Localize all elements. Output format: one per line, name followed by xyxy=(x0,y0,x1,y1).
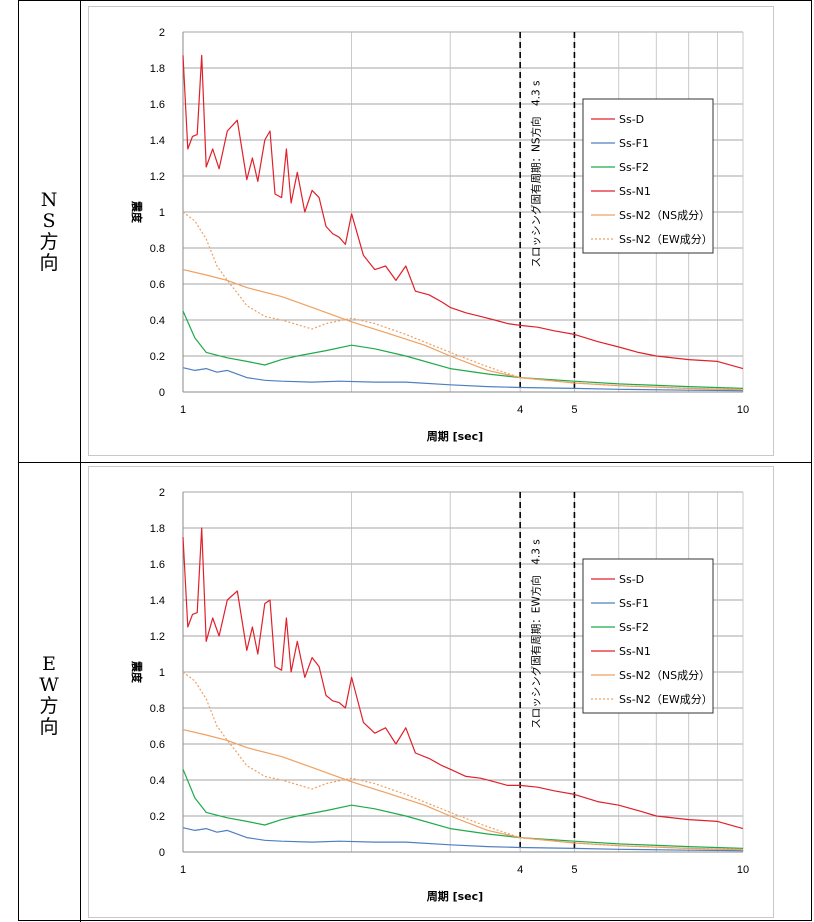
y-axis-label: 震度 xyxy=(130,200,144,224)
series-line xyxy=(182,211,744,390)
row-label-ns-text: NS方向 xyxy=(39,189,59,274)
chart-ew: 0 0.2 0.4 0.6 0.8 1 1.2 1.4 1.6 1.8 2 1 4 5 10 周期 [sec]… xyxy=(130,487,749,903)
chart-panel-ew: 0 0.2 0.4 0.6 0.8 1 1.2 1.4 1.6 1.8 2 1 4 5 10 周期 [sec]… xyxy=(88,466,774,918)
row-label-ns: NS方向 xyxy=(18,190,80,274)
series-line xyxy=(182,671,744,850)
series-line xyxy=(182,729,744,851)
legend-box xyxy=(582,558,714,714)
y-tick-label: 1.6 xyxy=(150,99,165,111)
legend-label: Ss-D xyxy=(619,573,644,586)
series-line xyxy=(182,768,744,849)
legend-label: Ss-N2（NS成分） xyxy=(619,209,710,222)
legend-label: Ss-N2（EW成分） xyxy=(619,233,713,246)
x-tick-label: 4 xyxy=(517,864,523,876)
legend-label: Ss-D xyxy=(619,113,644,126)
x-tick-label: 10 xyxy=(737,864,749,876)
y-tick-label: 1.2 xyxy=(150,171,165,183)
series-line xyxy=(182,310,744,389)
legend: Ss-D Ss-F1 Ss-F2 Ss-N1 Ss-N2（NS成分） Ss-N2（EW成分… xyxy=(582,558,714,714)
legend-label: Ss-N2（EW成分） xyxy=(619,693,713,706)
y-tick-label: 1.2 xyxy=(150,631,165,643)
x-tick-label: 5 xyxy=(571,864,577,876)
table-row-divider xyxy=(18,462,812,463)
y-tick-label: 1.8 xyxy=(150,63,165,75)
y-tick-label: 0.2 xyxy=(150,351,165,363)
y-tick-label: 1.8 xyxy=(150,523,165,535)
y-tick-label: 1.4 xyxy=(150,595,165,607)
y-tick-label: 0.6 xyxy=(150,279,165,291)
legend: Ss-D Ss-F1 Ss-F2 Ss-N1 Ss-N2（NS成分） Ss-N2（EW成分… xyxy=(582,98,714,254)
y-tick-label: 2 xyxy=(159,487,165,499)
x-tick-label: 1 xyxy=(180,864,186,876)
y-tick-label: 0.8 xyxy=(150,243,165,255)
x-tick-label: 1 xyxy=(180,404,186,416)
x-tick-label: 5 xyxy=(571,404,577,416)
series-line xyxy=(182,827,744,852)
x-axis-label: 周期 [sec] xyxy=(427,429,483,443)
legend-label: Ss-F1 xyxy=(619,597,649,610)
outer-table xyxy=(18,0,812,920)
y-tick-label: 0.8 xyxy=(150,703,165,715)
x-axis-label: 周期 [sec] xyxy=(427,889,483,903)
legend-label: Ss-N2（NS成分） xyxy=(619,669,710,682)
chart-ns: 0 0.2 0.4 0.6 0.8 1 1.2 1.4 1.6 1.8 2 1 4 5 10 周期 [sec]… xyxy=(130,27,749,443)
y-tick-label: 0 xyxy=(159,847,165,859)
legend-label: Ss-F2 xyxy=(619,621,649,634)
y-tick-label: 1.6 xyxy=(150,559,165,571)
y-tick-label: 2 xyxy=(159,27,165,39)
row-label-ew: EW方向 xyxy=(18,654,80,738)
y-tick-label: 0.4 xyxy=(150,775,165,787)
legend-label: Ss-F1 xyxy=(619,137,649,150)
series-line xyxy=(182,367,744,392)
legend-label: Ss-F2 xyxy=(619,161,649,174)
y-tick-label: 1 xyxy=(159,207,165,219)
table-column-divider xyxy=(80,0,81,922)
y-tick-label: 0.2 xyxy=(150,811,165,823)
table-border-bottom xyxy=(18,920,812,921)
legend-label: Ss-N1 xyxy=(619,645,651,658)
y-tick-label: 0.4 xyxy=(150,315,165,327)
legend-label: Ss-N1 xyxy=(619,185,651,198)
series-line xyxy=(182,269,744,391)
x-tick-label: 10 xyxy=(737,404,749,416)
y-tick-label: 1 xyxy=(159,667,165,679)
y-tick-label: 0.6 xyxy=(150,739,165,751)
y-tick-label: 0 xyxy=(159,387,165,399)
sloshing-period-annotation: スロッシング固有周期：NS方向 4.3 s xyxy=(529,80,542,267)
table-border-top xyxy=(18,0,812,1)
legend-box xyxy=(582,98,714,254)
series-line xyxy=(182,527,744,830)
x-tick-label: 4 xyxy=(517,404,523,416)
sloshing-period-annotation: スロッシング固有周期：EW方向 4.3 s xyxy=(529,539,542,729)
y-axis-label: 震度 xyxy=(130,660,144,684)
chart-panel-ns: 0 0.2 0.4 0.6 0.8 1 1.2 1.4 1.6 1.8 2 1 4 5 10 周期 [sec]… xyxy=(88,6,774,456)
y-tick-label: 1.4 xyxy=(150,135,165,147)
series-line xyxy=(182,54,744,370)
row-label-ew-text: EW方向 xyxy=(39,653,59,738)
